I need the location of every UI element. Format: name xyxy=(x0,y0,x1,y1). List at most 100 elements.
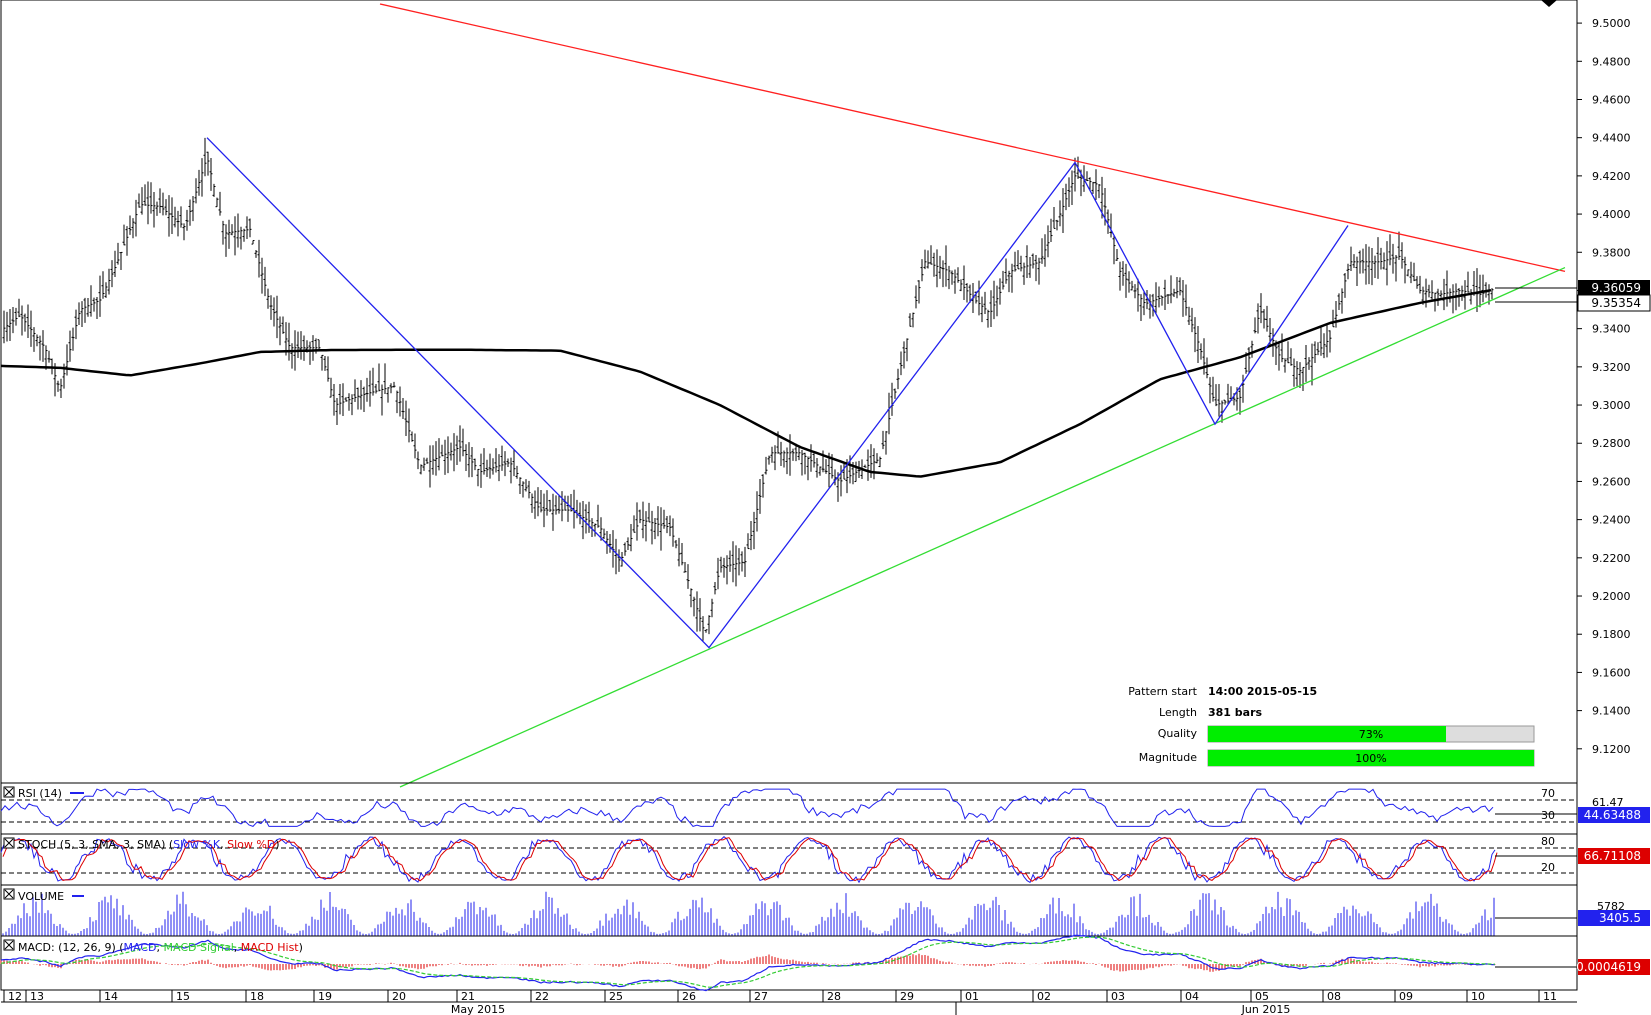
day-tick-label: 03 xyxy=(1111,990,1125,1003)
magnitude-label: Magnitude xyxy=(1139,751,1198,764)
day-tick-label: 12 xyxy=(8,990,22,1003)
price-tick-label: 9.3200 xyxy=(1592,361,1631,374)
moving-average-line xyxy=(0,288,1492,478)
pattern-start-value: 14:00 2015-05-15 xyxy=(1208,685,1317,698)
price-tick-label: 9.1600 xyxy=(1592,666,1631,679)
length-value: 381 bars xyxy=(1208,706,1263,719)
price-tick-label: 9.1200 xyxy=(1592,743,1631,756)
macd-label-hist: MACD Hist xyxy=(241,941,300,954)
rsi-level-30: 30 xyxy=(1541,809,1555,822)
rsi-side-value: 61.47 xyxy=(1592,796,1624,809)
month-label-may: May 2015 xyxy=(451,1003,505,1015)
stoch-value-label: 66.71108 xyxy=(1584,849,1641,863)
resistance-trendline xyxy=(379,3,1566,272)
day-tick-label: 11 xyxy=(1543,990,1557,1003)
length-label: Length xyxy=(1159,706,1197,719)
macd-label-suffix: ) xyxy=(299,941,303,954)
collapse-marker-icon xyxy=(1541,0,1557,7)
volume-panel: VOLUME 5782 3405.5 xyxy=(0,884,1650,937)
price-panel xyxy=(0,0,1578,788)
time-axis: May 2015 Jun 2015 12 13 14 15 18 19 20 21 22 25 26… xyxy=(1,990,1577,1015)
day-tick-label: 18 xyxy=(250,990,264,1003)
quality-label: Quality xyxy=(1158,727,1198,740)
stoch-k-line xyxy=(0,836,1496,884)
macd-value-label: 0.0004619 xyxy=(1576,960,1641,974)
ma-price-label: 9.35354 xyxy=(1591,296,1641,310)
day-tick-label: 08 xyxy=(1327,990,1341,1003)
day-tick-label: 22 xyxy=(535,990,549,1003)
day-tick-label: 20 xyxy=(392,990,406,1003)
day-tick-label: 01 xyxy=(965,990,979,1003)
stoch-label-prefix: STOCH (5, 3, SMA, 3, SMA) ( xyxy=(18,838,173,851)
day-tick-label: 05 xyxy=(1255,990,1269,1003)
stoch-panel: STOCH (5, 3, SMA, 3, SMA) (Slow %K, Slow… xyxy=(0,833,1650,886)
day-tick-label: 02 xyxy=(1037,990,1051,1003)
stoch-label-sep: , xyxy=(220,838,227,851)
day-tick-label: 04 xyxy=(1185,990,1199,1003)
volume-label: VOLUME xyxy=(18,890,64,903)
day-tick-label: 29 xyxy=(900,990,914,1003)
magnitude-value: 100% xyxy=(1355,752,1386,765)
macd-label-sep2: , xyxy=(234,941,241,954)
magnitude-bar-fill xyxy=(1208,750,1534,766)
current-price-label: 9.36059 xyxy=(1591,281,1641,295)
stoch-level-80: 80 xyxy=(1541,835,1555,848)
price-tick-label: 9.2800 xyxy=(1592,437,1631,450)
quality-bar-fill xyxy=(1208,726,1446,742)
day-tick-label: 14 xyxy=(104,990,118,1003)
day-tick-label: 27 xyxy=(754,990,768,1003)
support-trendline xyxy=(399,266,1566,788)
stoch-label-k: Slow %K xyxy=(173,838,221,851)
volume-value-label: 3405.5 xyxy=(1599,911,1641,925)
price-tick-label: 9.2600 xyxy=(1592,475,1631,488)
month-label-jun: Jun 2015 xyxy=(1241,1003,1291,1015)
stoch-label-d: Slow %D xyxy=(227,838,275,851)
rsi-level-70: 70 xyxy=(1541,787,1555,800)
pattern-info: Pattern start 14:00 2015-05-15 Length 38… xyxy=(1128,685,1535,767)
price-tick-label: 9.2400 xyxy=(1592,514,1631,527)
rsi-value-label: 44.63488 xyxy=(1584,808,1641,822)
price-tick-label: 9.4400 xyxy=(1592,132,1631,145)
day-tick-label: 21 xyxy=(461,990,475,1003)
price-tick-label: 9.2000 xyxy=(1592,590,1631,603)
price-tick-label: 9.3800 xyxy=(1592,246,1631,259)
day-tick-label: 13 xyxy=(30,990,44,1003)
stoch-level-20: 20 xyxy=(1541,861,1555,874)
volume-side-value: 5782 xyxy=(1597,900,1625,913)
day-tick-label: 26 xyxy=(682,990,696,1003)
price-tick-label: 9.1400 xyxy=(1592,705,1631,718)
day-tick-label: 25 xyxy=(609,990,623,1003)
price-tick-label: 9.3000 xyxy=(1592,399,1631,412)
price-tick-label: 9.4200 xyxy=(1592,170,1631,183)
macd-label-prefix: MACD: (12, 26, 9) ( xyxy=(18,941,124,954)
price-tick-label: 9.3400 xyxy=(1592,323,1631,336)
stoch-label: STOCH (5, 3, SMA, 3, SMA) (Slow %K, Slow… xyxy=(18,838,280,851)
current-price-tag: 9.36059 xyxy=(1495,280,1650,296)
macd-label-macd: MACD xyxy=(124,941,157,954)
day-tick-label: 10 xyxy=(1471,990,1485,1003)
price-tick-label: 9.4600 xyxy=(1592,93,1631,106)
macd-label-signal: MACD Signal xyxy=(164,941,234,954)
macd-label: MACD: (12, 26, 9) (MACD, MACD Signal, MA… xyxy=(18,941,303,954)
day-tick-label: 09 xyxy=(1399,990,1413,1003)
price-tick-label: 9.4000 xyxy=(1592,208,1631,221)
ma-price-tag: 9.35354 xyxy=(1495,294,1651,312)
price-tick-label: 9.1800 xyxy=(1592,628,1631,641)
macd-panel: MACD: (12, 26, 9) (MACD, MACD Signal, MA… xyxy=(0,934,1650,992)
pattern-zigzag xyxy=(206,137,1349,649)
macd-line xyxy=(0,934,1496,992)
price-bars xyxy=(2,137,1494,641)
rsi-line xyxy=(0,788,1494,827)
macd-label-sep1: , xyxy=(157,941,164,954)
volume-bars xyxy=(2,891,1495,936)
day-tick-label: 15 xyxy=(176,990,190,1003)
day-tick-label: 19 xyxy=(318,990,332,1003)
quality-value: 73% xyxy=(1359,728,1383,741)
pattern-start-label: Pattern start xyxy=(1128,685,1197,698)
rsi-label: RSI (14) xyxy=(18,787,62,800)
stoch-label-suffix: ) xyxy=(275,838,279,851)
price-tick-label: 9.2200 xyxy=(1592,552,1631,565)
day-tick-label: 28 xyxy=(827,990,841,1003)
price-tick-label: 9.4800 xyxy=(1592,55,1631,68)
